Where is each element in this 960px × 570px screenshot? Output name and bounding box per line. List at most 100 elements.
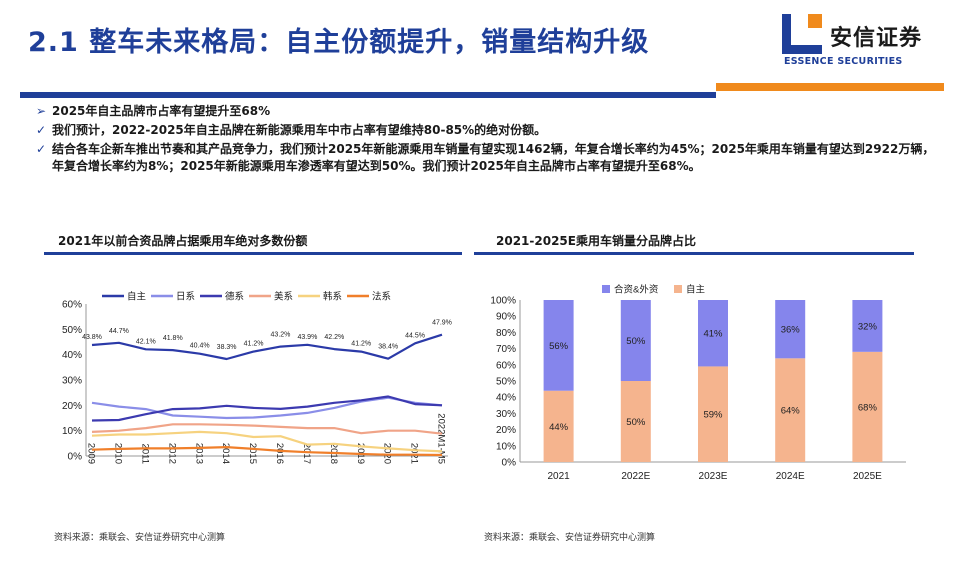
header-divider-blue xyxy=(20,92,716,98)
x-tick-label: 2022M1-M5 xyxy=(436,413,447,464)
x-tick-label: 2025E xyxy=(853,471,882,482)
logo-name-en: ESSENCE SECURITIES xyxy=(784,56,903,67)
bar-segment xyxy=(852,351,883,462)
legend-label: 自主 xyxy=(127,291,146,303)
bar-segment xyxy=(620,300,651,381)
bar-segment xyxy=(543,300,574,391)
data-label: 41% xyxy=(703,329,723,340)
bullet-text: 我们预计，2022-2025年自主品牌在新能源乘用车中市占率有望维持80-85%… xyxy=(52,123,547,137)
bar-segment xyxy=(620,381,651,462)
data-label: 38.4% xyxy=(378,344,398,351)
bar-segment xyxy=(698,300,728,367)
data-label: 36% xyxy=(781,325,801,336)
y-tick-label: 0% xyxy=(68,452,83,463)
series-line xyxy=(91,396,443,420)
brand-share-line-chart: 0% 10% 20% 30% 40% 50% 60% 2009 2010 2011 2012 2013… xyxy=(62,291,452,465)
bullet-text: 2025年自主品牌市占率有望提升至68% xyxy=(52,104,271,118)
brand-share-stacked-bar-chart: 0% 10% 20% 30% 40% 50% 60% 70% 80% 90% 100% 合资&外资 自主… xyxy=(490,284,906,482)
y-tick-label: 30% xyxy=(62,376,82,387)
data-label: 56% xyxy=(549,341,569,352)
data-label: 44.5% xyxy=(405,332,425,339)
bar-segment xyxy=(698,366,728,462)
bullet-item: ➢ 2025年自主品牌市占率有望提升至68% xyxy=(36,103,941,120)
data-label: 41.2% xyxy=(244,341,264,348)
legend-label: 法系 xyxy=(372,291,391,303)
y-tick-label: 60% xyxy=(62,300,82,311)
legend-label: 合资&外资 xyxy=(614,284,659,296)
bullet-text: 结合各车企新车推出节奏和其产品竞争力，我们预计2025年新能源乘用车销量有望实现… xyxy=(52,142,935,173)
x-tick-label: 2024E xyxy=(776,471,805,482)
data-label: 44% xyxy=(549,422,569,433)
data-label: 32% xyxy=(858,321,878,332)
legend-swatch xyxy=(602,285,610,293)
y-tick-label: 20% xyxy=(496,425,516,436)
x-tick-label: 2013 xyxy=(193,443,204,464)
legend-label: 德系 xyxy=(225,291,244,303)
data-label: 68% xyxy=(858,402,878,413)
right-chart-divider xyxy=(474,252,914,255)
x-tick-label: 2021 xyxy=(409,443,420,464)
y-tick-label: 10% xyxy=(496,441,516,452)
data-label: 44.7% xyxy=(109,328,129,335)
bullet-item: ✓ 我们预计，2022-2025年自主品牌在新能源乘用车中市占率有望维持80-8… xyxy=(36,122,941,139)
logo-name-cn: 安信证券 xyxy=(830,26,923,51)
summary-bullets: ➢ 2025年自主品牌市占率有望提升至68% ✓ 我们预计，2022-2025年… xyxy=(36,103,941,177)
data-label: 50% xyxy=(626,336,646,347)
y-tick-label: 100% xyxy=(490,296,516,307)
data-label: 42.2% xyxy=(324,334,344,341)
check-bullet-icon: ✓ xyxy=(36,123,47,137)
x-tick-label: 2010 xyxy=(113,443,124,464)
y-tick-label: 30% xyxy=(496,409,516,420)
x-tick-label: 2016 xyxy=(274,443,285,464)
series-line xyxy=(91,395,443,422)
y-tick-label: 40% xyxy=(496,393,516,404)
legend-swatch xyxy=(674,285,682,293)
x-tick-label: 2022E xyxy=(621,471,650,482)
page-title: 2.1 整车未来格局：自主份额提升，销量结构升级 xyxy=(28,27,650,58)
x-tick-label: 2015 xyxy=(247,443,258,464)
y-tick-label: 40% xyxy=(62,350,82,361)
legend-label: 美系 xyxy=(274,291,293,303)
data-label: 59% xyxy=(703,410,723,421)
x-tick-label: 2011 xyxy=(139,444,150,464)
y-tick-label: 20% xyxy=(62,401,82,412)
bar-segment xyxy=(852,300,883,352)
data-label: 41.2% xyxy=(351,341,371,348)
data-label: 41.8% xyxy=(163,335,183,342)
bullet-item: ✓ 结合各车企新车推出节奏和其产品竞争力，我们预计2025年新能源乘用车销量有望… xyxy=(36,141,941,175)
left-chart-source: 资料来源：乘联会、安信证券研究中心测算 xyxy=(54,533,226,543)
data-label: 64% xyxy=(781,406,801,417)
data-label: 43.2% xyxy=(271,332,291,339)
series-line xyxy=(91,446,443,457)
company-logo: 安信证券 ESSENCE SECURITIES xyxy=(782,14,952,74)
header-divider-orange xyxy=(716,83,944,91)
y-tick-label: 0% xyxy=(502,458,517,469)
legend-label: 韩系 xyxy=(323,291,342,303)
left-chart-title: 2021年以前合资品牌占据乘用车绝对多数份额 xyxy=(58,234,308,248)
right-chart-source: 资料来源：乘联会、安信证券研究中心测算 xyxy=(484,533,656,543)
y-tick-label: 90% xyxy=(496,312,516,323)
bar-segment xyxy=(775,358,806,462)
x-tick-label: 2020 xyxy=(382,443,393,464)
data-label: 38.3% xyxy=(217,344,237,351)
legend-label: 日系 xyxy=(176,292,195,303)
data-label: 47.9% xyxy=(432,320,452,327)
data-label: 50% xyxy=(626,417,646,428)
bar-segment xyxy=(775,300,806,359)
legend-label: 自主 xyxy=(686,284,705,296)
data-label: 42.1% xyxy=(136,338,156,345)
y-tick-label: 60% xyxy=(496,360,516,371)
arrow-bullet-icon: ➢ xyxy=(36,104,47,118)
y-tick-label: 50% xyxy=(62,325,82,336)
right-chart-title: 2021-2025E乘用车销量分品牌占比 xyxy=(496,234,696,248)
x-tick-label: 2017 xyxy=(301,443,312,464)
left-chart-divider xyxy=(44,252,462,255)
data-label: 40.4% xyxy=(190,343,210,350)
y-tick-label: 80% xyxy=(496,328,516,339)
x-tick-label: 2014 xyxy=(220,443,231,464)
series-line xyxy=(91,333,443,361)
x-tick-label: 2012 xyxy=(166,443,177,464)
y-tick-label: 70% xyxy=(496,344,516,355)
y-tick-label: 50% xyxy=(496,377,516,388)
series-line xyxy=(91,430,443,453)
